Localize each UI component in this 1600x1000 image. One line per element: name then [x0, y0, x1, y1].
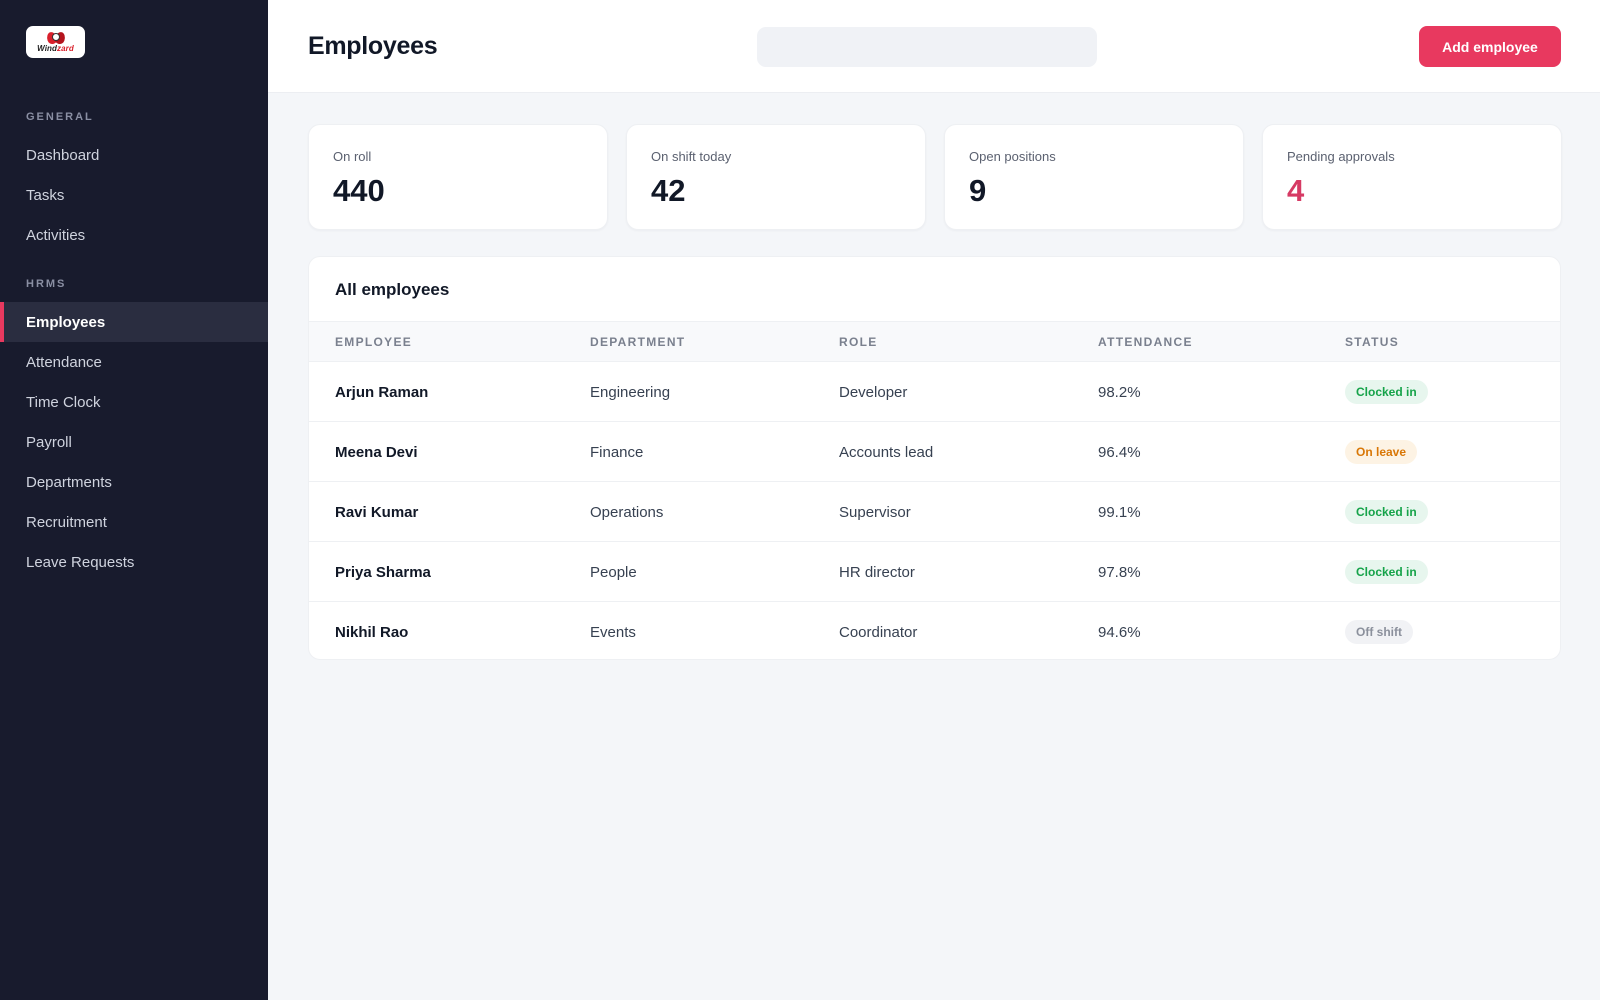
column-header-attendance[interactable]: ATTENDANCE: [1098, 335, 1193, 349]
sidebar-item-employees[interactable]: Employees: [0, 302, 268, 342]
table-row[interactable]: Meena Devi Finance Accounts lead 96.4% On le…: [309, 422, 1560, 482]
attendance-cell: 97.8%: [1098, 564, 1141, 581]
status-badge: Clocked in: [1345, 500, 1428, 524]
status-badge: Clocked in: [1345, 380, 1428, 404]
attendance-cell: 99.1%: [1098, 504, 1141, 521]
department-cell: Finance: [590, 444, 644, 461]
stat-value: 9: [969, 173, 987, 208]
stat-label: Pending approvals: [1287, 149, 1395, 164]
column-header-department[interactable]: DEPARTMENT: [590, 335, 686, 349]
table-title: All employees: [335, 280, 450, 299]
employee-name: Arjun Raman: [335, 384, 429, 401]
column-header-employee[interactable]: EMPLOYEE: [335, 335, 413, 349]
status-badge: On leave: [1345, 440, 1418, 464]
table-row[interactable]: Priya Sharma People HR director 97.8% Clocke…: [309, 542, 1560, 602]
sidebar-item-leave-requests[interactable]: Leave Requests: [26, 553, 135, 571]
stat-card-on-roll: On roll 440: [308, 124, 608, 230]
role-cell: Supervisor: [839, 504, 911, 521]
sidebar-item-departments[interactable]: Departments: [26, 473, 112, 491]
page-title: Employees: [308, 32, 438, 60]
windzard-logo[interactable]: Windzard: [26, 26, 85, 58]
attendance-cell: 98.2%: [1098, 384, 1141, 401]
column-header-role[interactable]: ROLE: [839, 335, 878, 349]
sidebar-item-activities[interactable]: Activities: [26, 226, 86, 244]
sidebar-item-recruitment[interactable]: Recruitment: [26, 513, 107, 531]
employee-name: Priya Sharma: [335, 564, 431, 581]
table-header-row: EMPLOYEE DEPARTMENT ROLE ATTENDANCE STAT…: [309, 321, 1560, 362]
top-header: Employees Add employee: [268, 0, 1600, 93]
nav-section-hrms: HRMS: [26, 278, 67, 290]
sidebar: Windzard GENERAL Dashboard Tasks Activit…: [0, 0, 268, 1000]
stat-card-open-positions: Open positions 9: [944, 124, 1244, 230]
status-badge: Off shift: [1345, 620, 1413, 644]
sidebar-item-tasks[interactable]: Tasks: [26, 186, 65, 204]
role-cell: Developer: [839, 384, 908, 401]
status-badge: Clocked in: [1345, 560, 1428, 584]
stat-card-on-shift-today: On shift today 42: [626, 124, 926, 230]
stat-value: 440: [333, 173, 385, 208]
sidebar-item-payroll[interactable]: Payroll: [26, 433, 72, 451]
add-employee-button[interactable]: Add employee: [1419, 26, 1561, 67]
department-cell: People: [590, 564, 637, 581]
employees-table-card: All employees EMPLOYEE DEPARTMENT ROLE A…: [308, 256, 1561, 660]
attendance-cell: 96.4%: [1098, 444, 1141, 461]
department-cell: Operations: [590, 504, 664, 521]
table-row[interactable]: Nikhil Rao Events Coordinator 94.6% Off shif…: [309, 602, 1560, 659]
role-cell: Accounts lead: [839, 444, 934, 461]
sidebar-item-dashboard[interactable]: Dashboard: [26, 146, 100, 164]
stat-value: 4: [1287, 173, 1305, 208]
search-input[interactable]: [757, 27, 1097, 67]
role-cell: Coordinator: [839, 624, 918, 641]
department-cell: Engineering: [590, 384, 671, 401]
column-header-status[interactable]: STATUS: [1345, 335, 1400, 349]
table-row[interactable]: Ravi Kumar Operations Supervisor 99.1% Clock…: [309, 482, 1560, 542]
sidebar-item-attendance[interactable]: Attendance: [26, 353, 102, 371]
logo-emblem-icon: [44, 30, 67, 46]
sidebar-item-time-clock[interactable]: Time Clock: [26, 393, 101, 411]
table-row[interactable]: Arjun Raman Engineering Developer 98.2% Cloc…: [309, 362, 1560, 422]
employee-name: Meena Devi: [335, 444, 418, 461]
attendance-cell: 94.6%: [1098, 624, 1141, 641]
nav-section-general: GENERAL: [26, 111, 94, 123]
stat-label: Open positions: [969, 149, 1056, 164]
stat-card-pending-approvals: Pending approvals 4: [1262, 124, 1562, 230]
stat-label: On shift today: [651, 149, 732, 164]
stat-label: On roll: [333, 149, 372, 164]
department-cell: Events: [590, 624, 636, 641]
employee-name: Ravi Kumar: [335, 504, 419, 521]
logo-wordmark: Windzard: [37, 44, 74, 53]
stat-value: 42: [651, 173, 686, 208]
role-cell: HR director: [839, 564, 915, 581]
employee-name: Nikhil Rao: [335, 624, 409, 641]
